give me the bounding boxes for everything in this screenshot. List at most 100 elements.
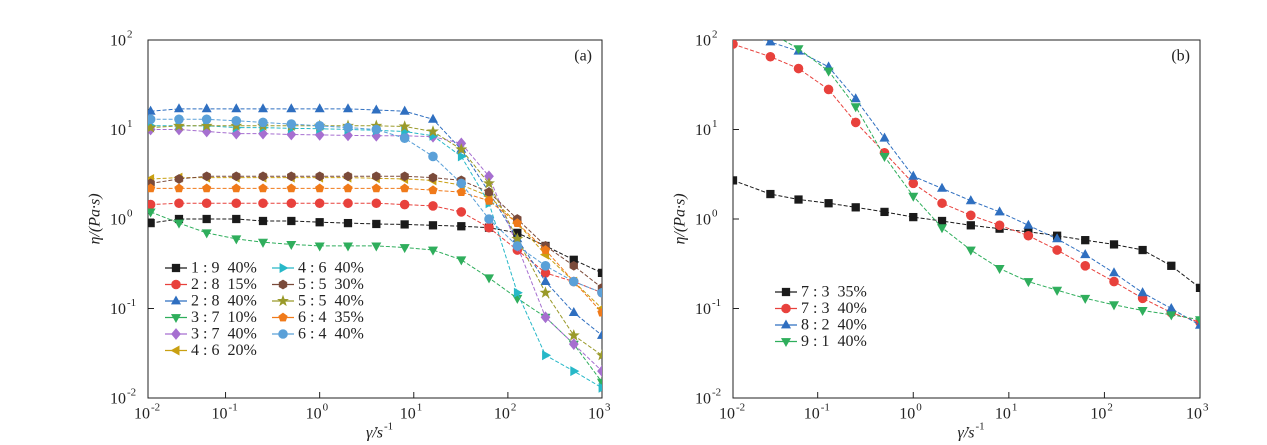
legend-label: 4 : 6 40% — [298, 260, 364, 277]
data-point — [287, 216, 296, 226]
x-tick-label: 10 — [899, 406, 915, 423]
data-point — [399, 199, 410, 210]
x-tick-exponent: 1 — [1012, 402, 1018, 414]
y-tick-label: 10 — [110, 301, 126, 318]
x-tick-label: 10 — [306, 406, 322, 423]
data-point — [597, 307, 602, 317]
data-point — [400, 183, 410, 193]
data-point — [1080, 249, 1091, 259]
series-line — [762, 40, 1200, 326]
data-point — [850, 103, 861, 113]
data-point — [765, 51, 776, 62]
data-point — [484, 214, 494, 224]
series-line — [733, 43, 1200, 323]
legend-marker — [170, 345, 180, 356]
x-tick-exponent: -2 — [736, 402, 745, 414]
data-point — [568, 276, 579, 287]
data-point — [824, 199, 833, 208]
data-point — [457, 222, 466, 231]
data-point — [257, 238, 269, 248]
data-point — [484, 222, 494, 233]
data-point — [202, 214, 211, 224]
legend-marker — [780, 338, 792, 348]
data-point — [427, 113, 439, 123]
data-point — [286, 103, 297, 113]
x-axis-label: γ̇/s — [958, 425, 975, 442]
data-point — [512, 218, 522, 227]
x-tick-label: 10 — [212, 406, 228, 423]
data-point — [201, 229, 212, 239]
data-point — [729, 25, 738, 33]
data-point — [231, 116, 242, 126]
series-line — [150, 118, 602, 294]
data-point — [258, 216, 268, 226]
x-tick-label: 10 — [1090, 406, 1106, 423]
data-point — [965, 195, 976, 205]
data-point — [1167, 261, 1176, 270]
data-point — [570, 366, 580, 377]
data-point — [426, 125, 439, 137]
data-point — [457, 151, 467, 162]
data-point — [1194, 319, 1200, 329]
y-tick-exponent: 0 — [127, 208, 133, 220]
x-tick-exponent: 1 — [417, 402, 423, 414]
data-point — [1109, 240, 1119, 249]
data-point — [483, 274, 495, 284]
legend-label: 5 : 5 30% — [298, 276, 364, 293]
data-point — [908, 192, 919, 202]
data-point — [1194, 316, 1200, 326]
data-point — [1080, 260, 1091, 271]
data-point — [568, 306, 579, 317]
data-point — [148, 208, 156, 218]
data-point — [174, 114, 184, 125]
data-point — [1166, 311, 1177, 321]
data-point — [427, 246, 439, 256]
legend-marker — [277, 294, 289, 307]
data-point — [1109, 276, 1119, 287]
data-point — [286, 241, 297, 251]
legend-label: 6 : 4 40% — [298, 326, 364, 343]
data-point — [569, 260, 578, 271]
x-tick-label: 10 — [134, 406, 150, 423]
data-point — [314, 103, 325, 113]
data-point — [200, 119, 213, 131]
data-point — [399, 244, 410, 254]
data-point — [540, 260, 551, 271]
y-tick-label: 10 — [110, 122, 126, 139]
data-point — [398, 120, 411, 132]
y-tick-label: 10 — [110, 212, 126, 229]
data-point — [597, 365, 602, 377]
x-tick-exponent: -1 — [821, 402, 830, 414]
legend-marker — [780, 319, 792, 329]
x-axis-label-exponent: -1 — [384, 421, 393, 433]
data-point — [766, 189, 775, 199]
data-point — [793, 45, 804, 55]
data-point — [729, 19, 738, 27]
data-point — [1166, 302, 1177, 312]
legend-label: 4 : 6 20% — [191, 342, 257, 359]
data-point — [258, 198, 268, 209]
data-point — [908, 178, 919, 189]
legend-label: 3 : 7 40% — [191, 326, 257, 343]
data-point — [596, 329, 602, 339]
data-point — [371, 198, 382, 209]
data-point — [174, 198, 184, 209]
data-point — [880, 207, 889, 217]
data-point — [733, 176, 738, 185]
data-point — [314, 242, 325, 252]
data-point — [343, 122, 353, 133]
data-point — [484, 195, 494, 205]
data-point — [766, 30, 775, 38]
data-point — [1052, 245, 1062, 255]
data-point — [1081, 236, 1090, 245]
data-point — [371, 242, 382, 252]
legend-marker — [171, 263, 181, 273]
data-point — [148, 183, 156, 193]
data-point — [231, 103, 242, 113]
x-tick-exponent: 0 — [323, 402, 329, 414]
data-point — [428, 201, 438, 211]
x-tick-label: 10 — [494, 406, 510, 423]
y-tick-label: 10 — [695, 301, 711, 318]
data-point — [1052, 286, 1063, 296]
data-point — [823, 67, 834, 77]
